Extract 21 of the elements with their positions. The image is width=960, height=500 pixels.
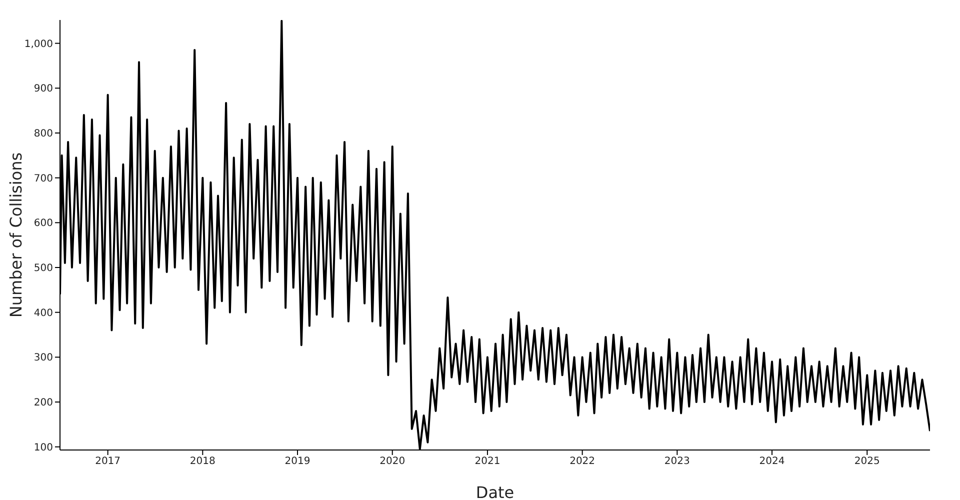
x-tick-label: 2024 [759, 456, 785, 468]
x-tick-label: 2020 [380, 456, 406, 468]
x-tick-label: 2018 [190, 456, 216, 468]
y-tick-label: 300 [34, 352, 53, 364]
y-tick-label: 1,000 [24, 38, 53, 50]
x-tick-label: 2022 [570, 456, 596, 468]
x-axis-title: Date [476, 483, 514, 500]
x-tick-label: 2019 [284, 456, 310, 468]
y-tick-label: 700 [34, 173, 53, 184]
y-tick-label: 400 [34, 308, 53, 319]
y-tick-label: 800 [34, 128, 53, 140]
x-tick-label: 2025 [854, 456, 880, 468]
y-tick-label: 900 [34, 84, 53, 95]
x-tick-label: 2017 [95, 456, 121, 468]
y-tick-label: 200 [34, 398, 53, 409]
x-tick-label: 2021 [474, 456, 500, 468]
y-tick-label: 100 [34, 442, 53, 454]
y-tick-label: 500 [34, 263, 53, 274]
y-tick-label: 600 [34, 218, 53, 230]
x-tick-label: 2023 [664, 456, 690, 468]
y-axis-title: Number of Collisions [6, 152, 26, 318]
